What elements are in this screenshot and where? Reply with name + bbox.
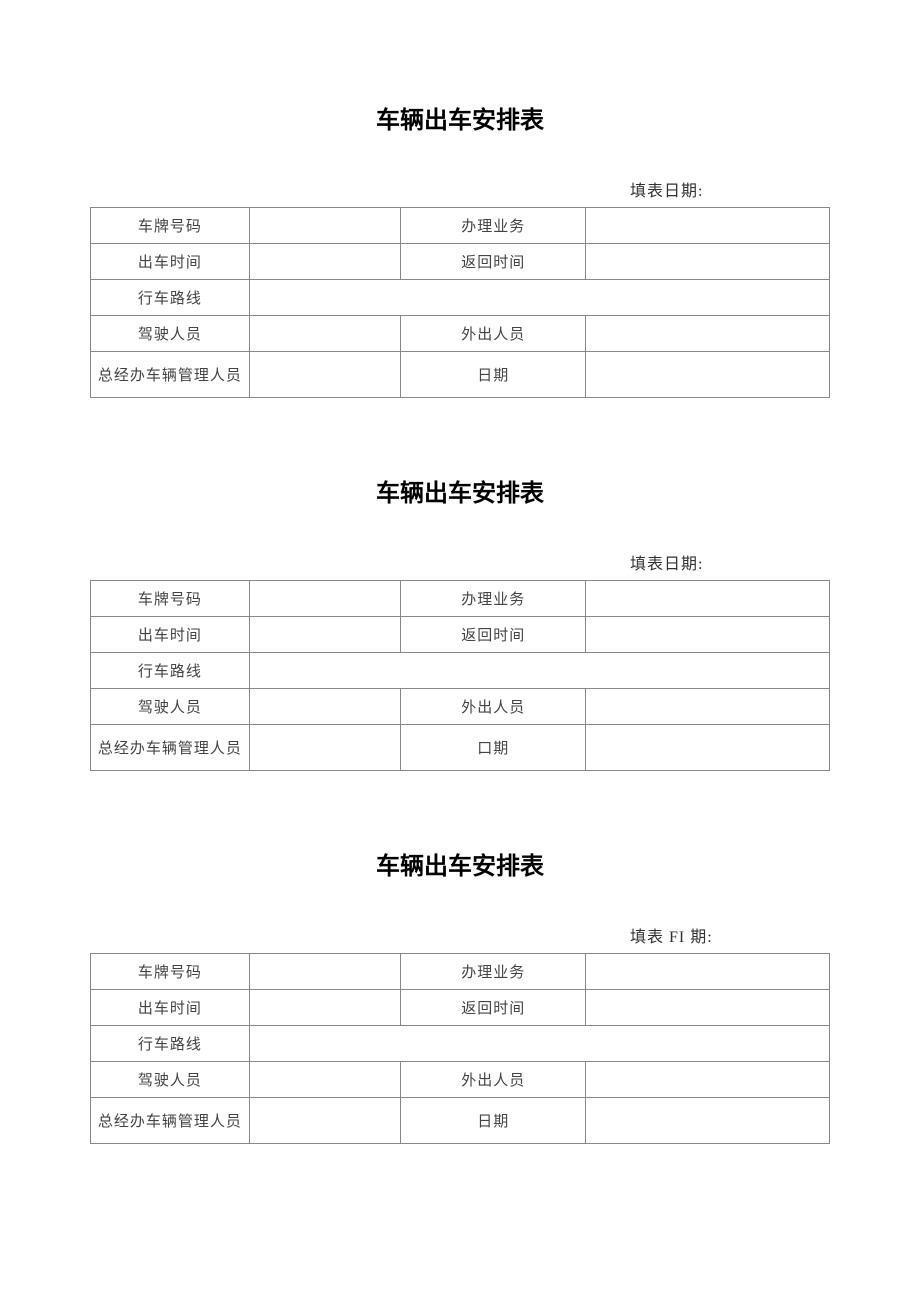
fill-date-label: 填表 FI 期: — [90, 923, 830, 947]
form-title: 车辆出车安排表 — [90, 473, 830, 508]
cell-label: 日期 — [401, 352, 586, 398]
cell-label: 车牌号码 — [91, 954, 250, 990]
cell-value — [586, 352, 830, 398]
cell-value — [586, 244, 830, 280]
schedule-table: 车牌号码 办理业务 出车时间 返回时间 行车路线 驾驶人员 外出人员 总经办车辆… — [90, 953, 830, 1144]
cell-value — [249, 689, 400, 725]
cell-label: 返回时间 — [401, 244, 586, 280]
cell-value — [249, 316, 400, 352]
cell-value — [249, 208, 400, 244]
cell-label: 返回时间 — [401, 617, 586, 653]
cell-label: 驾驶人员 — [91, 1062, 250, 1098]
form-block-1: 车辆出车安排表 填表日期: 车牌号码 办理业务 出车时间 返回时间 行车路线 驾… — [90, 100, 830, 398]
cell-label: 外出人员 — [401, 1062, 586, 1098]
cell-label: 出车时间 — [91, 617, 250, 653]
cell-value — [249, 653, 829, 689]
cell-label: 出车时间 — [91, 244, 250, 280]
cell-value — [586, 1098, 830, 1144]
cell-value — [586, 1062, 830, 1098]
cell-value — [586, 725, 830, 771]
table-row: 行车路线 — [91, 653, 830, 689]
cell-label: 车牌号码 — [91, 208, 250, 244]
table-row: 出车时间 返回时间 — [91, 617, 830, 653]
table-row: 行车路线 — [91, 1026, 830, 1062]
cell-label: 出车时间 — [91, 990, 250, 1026]
cell-value — [249, 244, 400, 280]
cell-label: 总经办车辆管理人员 — [91, 352, 250, 398]
cell-value — [249, 1098, 400, 1144]
cell-value — [586, 689, 830, 725]
cell-value — [249, 954, 400, 990]
table-row: 驾驶人员 外出人员 — [91, 1062, 830, 1098]
cell-label: 日期 — [401, 1098, 586, 1144]
form-block-3: 车辆出车安排表 填表 FI 期: 车牌号码 办理业务 出车时间 返回时间 行车路… — [90, 846, 830, 1144]
cell-label: 驾驶人员 — [91, 689, 250, 725]
cell-value — [249, 990, 400, 1026]
schedule-table: 车牌号码 办理业务 出车时间 返回时间 行车路线 驾驶人员 外出人员 总经办车辆… — [90, 580, 830, 771]
cell-value — [586, 954, 830, 990]
cell-value — [586, 617, 830, 653]
cell-value — [586, 581, 830, 617]
cell-label: 办理业务 — [401, 208, 586, 244]
form-title: 车辆出车安排表 — [90, 846, 830, 881]
cell-label: 返回时间 — [401, 990, 586, 1026]
table-row: 出车时间 返回时间 — [91, 244, 830, 280]
table-row: 车牌号码 办理业务 — [91, 208, 830, 244]
table-row: 行车路线 — [91, 280, 830, 316]
cell-label: 行车路线 — [91, 1026, 250, 1062]
cell-label: 行车路线 — [91, 653, 250, 689]
cell-label: 车牌号码 — [91, 581, 250, 617]
cell-label: 口期 — [401, 725, 586, 771]
cell-label: 办理业务 — [401, 954, 586, 990]
cell-value — [249, 352, 400, 398]
cell-value — [586, 990, 830, 1026]
cell-label: 总经办车辆管理人员 — [91, 1098, 250, 1144]
cell-value — [249, 617, 400, 653]
cell-value — [249, 725, 400, 771]
fill-date-label: 填表日期: — [90, 177, 830, 201]
schedule-table: 车牌号码 办理业务 出车时间 返回时间 行车路线 驾驶人员 外出人员 总经办车辆… — [90, 207, 830, 398]
cell-value — [249, 280, 829, 316]
cell-value — [586, 316, 830, 352]
cell-value — [249, 1062, 400, 1098]
table-row: 总经办车辆管理人员 日期 — [91, 352, 830, 398]
cell-label: 总经办车辆管理人员 — [91, 725, 250, 771]
cell-label: 外出人员 — [401, 689, 586, 725]
table-row: 驾驶人员 外出人员 — [91, 689, 830, 725]
form-block-2: 车辆出车安排表 填表日期: 车牌号码 办理业务 出车时间 返回时间 行车路线 驾… — [90, 473, 830, 771]
table-row: 车牌号码 办理业务 — [91, 581, 830, 617]
form-title: 车辆出车安排表 — [90, 100, 830, 135]
cell-label: 驾驶人员 — [91, 316, 250, 352]
table-row: 总经办车辆管理人员 口期 — [91, 725, 830, 771]
cell-value — [586, 208, 830, 244]
cell-value — [249, 1026, 829, 1062]
fill-date-label: 填表日期: — [90, 550, 830, 574]
cell-label: 办理业务 — [401, 581, 586, 617]
table-row: 总经办车辆管理人员 日期 — [91, 1098, 830, 1144]
cell-label: 外出人员 — [401, 316, 586, 352]
table-row: 驾驶人员 外出人员 — [91, 316, 830, 352]
cell-value — [249, 581, 400, 617]
cell-label: 行车路线 — [91, 280, 250, 316]
table-row: 车牌号码 办理业务 — [91, 954, 830, 990]
table-row: 出车时间 返回时间 — [91, 990, 830, 1026]
